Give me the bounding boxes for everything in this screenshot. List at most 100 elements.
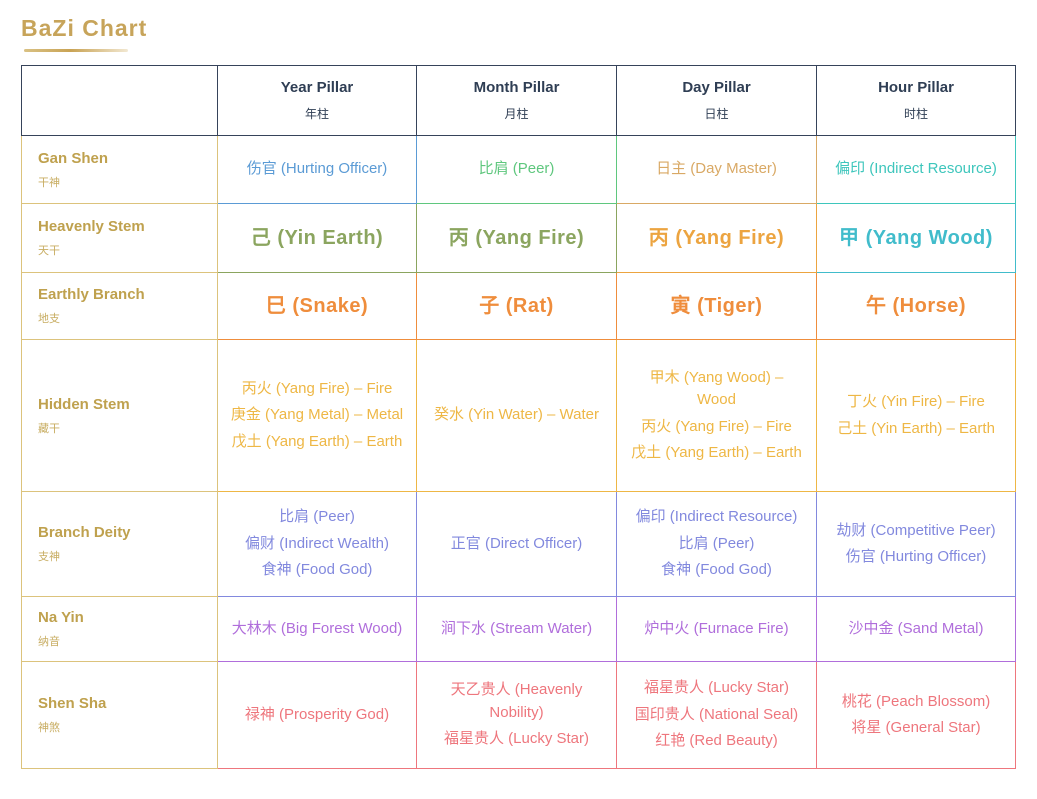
cell-line: 丁火 (Yin Fire) – Fire: [847, 393, 985, 410]
cell-na-yin-day-pillar: 炉中火 (Furnace Fire): [616, 596, 817, 662]
table-row-heavenly-stem: Heavenly Stem 天干 己 (Yin Earth) 丙 (Yang Fire…: [21, 203, 1016, 273]
cell-line: 劫财 (Competitive Peer): [836, 521, 996, 539]
cell-line: 癸水 (Yin Water) – Water: [433, 406, 600, 424]
row-label-shen-sha: Shen Sha 神煞: [21, 661, 218, 769]
cell-line: 己土 (Yin Earth) – Earth: [837, 419, 995, 437]
column-header-year-pillar: Year Pillar 年柱: [217, 65, 417, 136]
cell-hidden-stem-month-pillar: 癸水 (Yin Water) – Water: [416, 339, 617, 492]
row-label-subtext: 纳音: [38, 636, 60, 648]
cell-gan-shen-year-pillar: 伤官 (Hurting Officer): [217, 135, 417, 204]
cell-shen-sha-month-pillar: 天乙贵人 (Heavenly Nobility) 福星贵人 (Lucky Star…: [416, 661, 617, 769]
cell-line: 将星 (General Star): [851, 719, 981, 736]
cell-line: 天乙贵人 (Heavenly Nobility): [450, 681, 583, 721]
cell-line: 红艳 (Red Beauty): [655, 732, 778, 750]
row-label-na-yin: Na Yin 纳音: [21, 596, 218, 662]
column-header-label: Day Pillar: [682, 79, 751, 96]
cell-line: 桃花 (Peach Blossom): [841, 692, 991, 710]
row-label-text: Earthly Branch: [38, 286, 145, 303]
cell-line: 炉中火 (Furnace Fire): [644, 619, 789, 637]
cell-branch-deity-hour-pillar: 劫财 (Competitive Peer) 伤官 (Hurting Officer…: [816, 491, 1016, 597]
cell-line: 大林木 (Big Forest Wood): [231, 619, 403, 637]
cell-line: 福星贵人 (Lucky Star): [443, 730, 590, 748]
cell-na-yin-year-pillar: 大林木 (Big Forest Wood): [217, 596, 417, 662]
cell-line: 涧下水 (Stream Water): [440, 619, 593, 637]
cell-line: 禄神 (Prosperity God): [244, 705, 390, 723]
row-label-text: Hidden Stem: [38, 395, 130, 413]
cell-hidden-stem-day-pillar: 甲木 (Yang Wood) – Wood 丙火 (Yang Fire) – Fi…: [616, 339, 817, 492]
cell-gan-shen-day-pillar: 日主 (Day Master): [616, 135, 817, 204]
bazi-page: BaZi Chart Year Pillar 年柱 Month Pillar 月柱 Da…: [21, 15, 1016, 769]
column-header-month-pillar: Month Pillar 月柱: [416, 65, 617, 136]
table-row-shen-sha: Shen Sha 神煞 禄神 (Prosperity God) 天乙贵人 (Heave…: [21, 661, 1016, 769]
cell-line: 甲 (Yang Wood): [839, 227, 993, 249]
column-header-label: Year Pillar: [280, 79, 354, 96]
cell-line: 伤官 (Hurting Officer): [845, 548, 987, 565]
row-label-earthly-branch: Earthly Branch 地支: [21, 272, 218, 340]
row-label-subtext: 藏干: [38, 422, 60, 435]
cell-branch-deity-day-pillar: 偏印 (Indirect Resource) 比肩 (Peer) 食神 (Food …: [616, 491, 817, 597]
cell-line: 戊土 (Yang Earth) – Earth: [231, 432, 403, 450]
cell-branch-deity-year-pillar: 比肩 (Peer) 偏财 (Indirect Wealth) 食神 (Food Go…: [217, 491, 417, 597]
cell-earthly-branch-month-pillar: 子 (Rat): [416, 272, 617, 340]
cell-line: 偏印 (Indirect Resource): [835, 160, 997, 178]
column-header-day-pillar: Day Pillar 日柱: [616, 65, 817, 136]
cell-line: 戊土 (Yang Earth) – Earth: [631, 444, 802, 461]
cell-earthly-branch-day-pillar: 寅 (Tiger): [616, 272, 817, 340]
cell-hidden-stem-year-pillar: 丙火 (Yang Fire) – Fire 庚金 (Yang Metal) – M…: [217, 339, 417, 492]
table-row-branch-deity: Branch Deity 支神 比肩 (Peer) 偏财 (Indirect Weal…: [21, 491, 1016, 597]
cell-line: 正官 (Direct Officer): [450, 534, 583, 552]
page-title: BaZi Chart: [21, 15, 148, 41]
column-header-sublabel: 日柱: [704, 107, 729, 121]
cell-line: 比肩 (Peer): [478, 160, 555, 178]
cell-heavenly-stem-year-pillar: 己 (Yin Earth): [217, 203, 417, 273]
column-header-sublabel: 年柱: [304, 107, 329, 121]
cell-shen-sha-year-pillar: 禄神 (Prosperity God): [217, 661, 417, 769]
cell-heavenly-stem-hour-pillar: 甲 (Yang Wood): [816, 203, 1016, 273]
cell-line: 丙火 (Yang Fire) – Fire: [641, 417, 792, 435]
cell-gan-shen-month-pillar: 比肩 (Peer): [416, 135, 617, 204]
cell-hidden-stem-hour-pillar: 丁火 (Yin Fire) – Fire 己土 (Yin Earth) – Ear…: [816, 339, 1016, 492]
column-header-label: Month Pillar: [473, 79, 560, 96]
cell-line: 比肩 (Peer): [678, 534, 755, 552]
header-row: Year Pillar 年柱 Month Pillar 月柱 Day Pillar 日柱 H…: [21, 65, 1016, 136]
cell-heavenly-stem-day-pillar: 丙 (Yang Fire): [616, 203, 817, 273]
cell-line: 丙 (Yang Fire): [448, 227, 585, 249]
row-label-text: Gan Shen: [38, 149, 109, 167]
cell-line: 偏财 (Indirect Wealth): [245, 534, 389, 552]
cell-na-yin-month-pillar: 涧下水 (Stream Water): [416, 596, 617, 662]
cell-line: 比肩 (Peer): [279, 508, 355, 526]
cell-gan-shen-hour-pillar: 偏印 (Indirect Resource): [816, 135, 1016, 204]
cell-branch-deity-month-pillar: 正官 (Direct Officer): [416, 491, 617, 597]
row-label-branch-deity: Branch Deity 支神: [21, 491, 218, 597]
row-label-hidden-stem: Hidden Stem 藏干: [21, 339, 218, 492]
cell-line: 子 (Rat): [479, 295, 554, 317]
column-header-label: Hour Pillar: [878, 79, 954, 96]
cell-line: 国印贵人 (National Seal): [634, 705, 799, 723]
table-row-na-yin: Na Yin 纳音 大林木 (Big Forest Wood) 涧下水 (Stream…: [21, 596, 1016, 662]
cell-line: 己 (Yin Earth): [250, 227, 384, 249]
column-header-sublabel: 时柱: [903, 107, 928, 121]
column-header-hour-pillar: Hour Pillar 时柱: [816, 65, 1016, 136]
corner-cell: [21, 65, 218, 136]
cell-line: 丙 (Yang Fire): [648, 227, 785, 249]
row-label-subtext: 天干: [38, 245, 60, 257]
cell-line: 丙火 (Yang Fire) – Fire: [241, 379, 393, 397]
row-label-text: Heavenly Stem: [38, 218, 145, 235]
cell-na-yin-hour-pillar: 沙中金 (Sand Metal): [816, 596, 1016, 662]
row-label-text: Na Yin: [38, 609, 84, 626]
row-label-subtext: 干神: [38, 176, 60, 189]
row-label-text: Branch Deity: [38, 524, 131, 541]
table-row-gan-shen: Gan Shen 干神 伤官 (Hurting Officer) 比肩 (Peer) 日…: [21, 135, 1016, 204]
table-row-earthly-branch: Earthly Branch 地支 巳 (Snake) 子 (Rat) 寅 (Tiger…: [21, 272, 1016, 340]
row-label-subtext: 地支: [38, 313, 60, 325]
cell-line: 伤官 (Hurting Officer): [246, 160, 388, 178]
cell-earthly-branch-hour-pillar: 午 (Horse): [816, 272, 1016, 340]
cell-heavenly-stem-month-pillar: 丙 (Yang Fire): [416, 203, 617, 273]
cell-line: 沙中金 (Sand Metal): [848, 619, 984, 637]
row-label-subtext: 支神: [38, 551, 60, 563]
cell-shen-sha-hour-pillar: 桃花 (Peach Blossom) 将星 (General Star): [816, 661, 1016, 769]
row-label-heavenly-stem: Heavenly Stem 天干: [21, 203, 218, 273]
table-row-hidden-stem: Hidden Stem 藏干 丙火 (Yang Fire) – Fire 庚金 (Ya…: [21, 339, 1016, 492]
title-underline: [24, 49, 128, 52]
table-body: Gan Shen 干神 伤官 (Hurting Officer) 比肩 (Peer) 日…: [21, 135, 1016, 769]
